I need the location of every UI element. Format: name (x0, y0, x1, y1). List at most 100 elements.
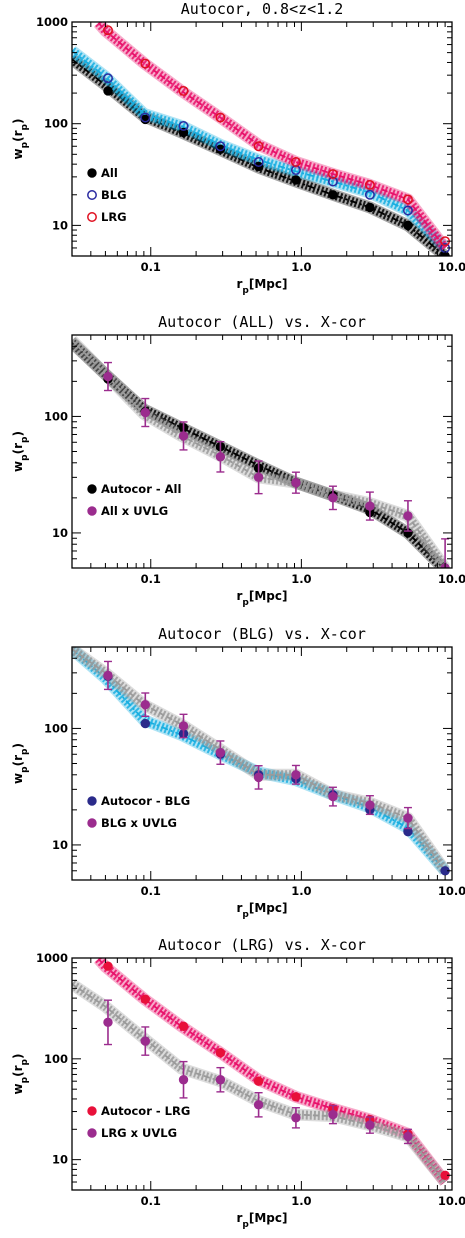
legend-marker-autocor-lrg (87, 1106, 97, 1116)
data-point-lrg (140, 58, 151, 69)
x-axis-label: rp[Mpc] (237, 589, 288, 608)
legend-marker-lrg-x-uvlg (87, 1128, 97, 1138)
y-tick-label: 1000 (36, 951, 68, 965)
panel-4: Autocor (LRG) vs. X-cor 0.1 1.0 10.0 10 100 10… (11, 936, 465, 1230)
y-tick-label: 10 (52, 526, 68, 540)
y-tick-label: 100 (44, 1052, 68, 1066)
band-autocor-all (72, 338, 450, 568)
data-point-all-x-uvlg (291, 477, 301, 488)
data-point-all (328, 190, 338, 200)
band-line-autocor-all (72, 341, 445, 568)
panel-title: Autocor, 0.8<z<1.2 (181, 0, 344, 18)
data-point-blg (178, 121, 189, 131)
y-axis-label: wp(rp) (11, 431, 30, 472)
legend-label-lrg: LRG (101, 210, 127, 224)
y-tick-label: 1000 (36, 15, 68, 29)
legend-label-autocor-blg: Autocor - BLG (101, 794, 190, 808)
panel-title: Autocor (ALL) vs. X-cor (158, 313, 366, 331)
data-point-lrg-x-uvlg (253, 1100, 264, 1110)
data-point-lrg (178, 85, 189, 96)
data-point-blg-x-uvlg (403, 813, 413, 823)
plot-area (72, 647, 451, 876)
y-tick-label: 10 (52, 1153, 68, 1167)
x-tick-label: 10.0 (438, 1194, 465, 1208)
plot-frame (71, 646, 453, 881)
x-axis-label: rp[Mpc] (237, 901, 288, 920)
x-tick-label: 1.0 (291, 1194, 311, 1208)
x-tick-label: 1.0 (291, 260, 311, 274)
band-hatch-all-x-uvlg (72, 337, 449, 568)
band-hatch-blg-x-uvlg (72, 647, 449, 874)
y-axis-label: wp(rp) (11, 119, 30, 160)
data-point-blg (103, 73, 113, 84)
data-point-autocor-lrg (140, 994, 151, 1004)
band-line-lrg-x-uvlg (72, 983, 446, 1183)
legend-marker-lrg (87, 212, 97, 222)
data-point-autocor-lrg (215, 1048, 226, 1058)
panel-title: Autocor (LRG) vs. X-cor (158, 936, 366, 954)
y-tick-label: 100 (44, 721, 68, 735)
data-point-lrg-x-uvlg (178, 1075, 189, 1085)
plot-area (72, 336, 450, 568)
data-point-blg-x-uvlg (178, 721, 189, 731)
band-hatch-autocor-lrg (95, 958, 449, 1185)
x-tick-label: 1.0 (291, 884, 311, 898)
data-point-all (365, 202, 375, 213)
panel-1: Autocor, 0.8<z<1.2 0.1 1.0 10.0 10 100 1000 rp[… (11, 0, 465, 296)
data-point-lrg (403, 194, 413, 205)
band-line-autocor-lrg (97, 958, 446, 1183)
data-point-lrg-x-uvlg (403, 1131, 413, 1142)
data-point-blg (403, 205, 413, 216)
data-point-lrg-x-uvlg (365, 1120, 375, 1130)
legend-label-lrg-x-uvlg: LRG x UVLG (101, 1126, 177, 1140)
data-point-all-x-uvlg (328, 493, 338, 503)
x-tick-label: 10.0 (438, 884, 465, 898)
legend-marker-autocor-all (87, 484, 97, 494)
band-autocor-blg (72, 647, 450, 875)
band-line-blg (72, 50, 446, 249)
data-point-all-x-uvlg (253, 472, 264, 483)
data-point-autocor-lrg (178, 1021, 189, 1032)
band-line-lrg (97, 22, 446, 249)
y-tick-label: 10 (52, 218, 68, 232)
x-axis-label: rp[Mpc] (237, 277, 288, 296)
data-point-lrg-x-uvlg (328, 1109, 338, 1120)
y-tick-label: 10 (52, 838, 68, 852)
legend-marker-all-x-uvlg (87, 506, 97, 516)
data-point-blg-x-uvlg (328, 791, 338, 802)
data-point-all (291, 175, 301, 185)
legend-label-blg-x-uvlg: BLG x UVLG (101, 816, 177, 830)
data-point-autocor-lrg (103, 961, 113, 971)
data-point-blg-x-uvlg (253, 772, 264, 783)
x-tick-label: 10.0 (438, 572, 465, 586)
panel-3: Autocor (BLG) vs. X-cor 0.1 1.0 10.0 10 100 rp… (11, 625, 465, 920)
plot-frame (71, 334, 453, 569)
legend-label-blg: BLG (101, 188, 127, 202)
legend-label-all: All (101, 166, 118, 180)
data-point-blg (364, 189, 375, 200)
data-point-blg-x-uvlg (215, 747, 226, 758)
legend-label-autocor-all: Autocor - All (101, 482, 181, 496)
x-tick-label: 0.1 (141, 1194, 161, 1208)
data-point-all (403, 220, 413, 231)
band-autocor-lrg (94, 958, 450, 1186)
data-point-all-x-uvlg (140, 407, 151, 418)
data-point-blg (140, 112, 151, 123)
data-point-lrg (103, 25, 113, 36)
data-point-all (215, 144, 226, 155)
data-point-blg-x-uvlg (140, 699, 151, 710)
legend-marker-blg (87, 190, 97, 200)
data-point-lrg-x-uvlg (215, 1075, 226, 1085)
data-point-autocor-blg (140, 718, 151, 729)
y-tick-label: 100 (44, 117, 68, 131)
data-point-autocor-lrg (291, 1092, 301, 1102)
band-line-autocor-blg (72, 648, 446, 872)
data-point-lrg (253, 141, 264, 152)
data-point-lrg-x-uvlg (291, 1113, 301, 1123)
panel-title: Autocor (BLG) vs. X-cor (158, 625, 366, 643)
data-point-lrg-x-uvlg (103, 1017, 113, 1028)
data-point-lrg (327, 169, 338, 179)
x-axis-label: rp[Mpc] (237, 1211, 288, 1230)
